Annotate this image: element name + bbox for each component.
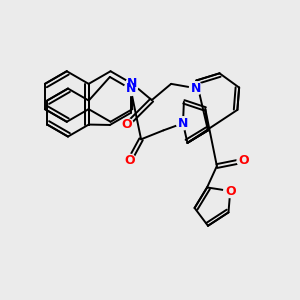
Text: O: O — [122, 118, 132, 131]
Text: N: N — [125, 82, 136, 95]
Circle shape — [120, 118, 134, 131]
Text: N: N — [178, 117, 188, 130]
Circle shape — [124, 82, 137, 95]
Text: O: O — [124, 154, 135, 167]
Circle shape — [190, 82, 202, 95]
Text: N: N — [191, 82, 201, 95]
Circle shape — [224, 184, 237, 198]
Text: O: O — [225, 184, 236, 197]
Circle shape — [176, 117, 190, 130]
Circle shape — [123, 154, 136, 167]
Text: O: O — [238, 154, 249, 167]
Circle shape — [126, 77, 139, 90]
Circle shape — [237, 154, 250, 167]
Text: N: N — [127, 77, 138, 90]
